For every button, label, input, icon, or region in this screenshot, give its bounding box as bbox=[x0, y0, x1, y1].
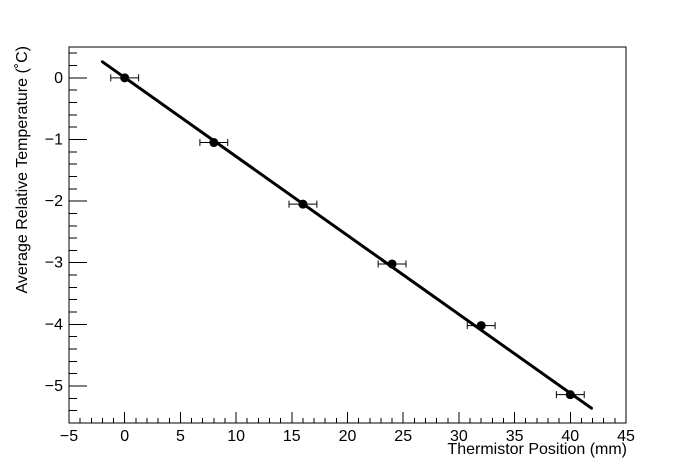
x-tick-label: 15 bbox=[283, 428, 301, 445]
y-tick-label: −1 bbox=[45, 131, 63, 148]
data-point-marker bbox=[298, 199, 308, 209]
data-point-marker bbox=[476, 321, 486, 331]
y-tick-label: 0 bbox=[54, 70, 63, 87]
data-point-marker bbox=[209, 138, 219, 148]
y-tick-label: −4 bbox=[45, 316, 63, 333]
x-tick-label: 40 bbox=[561, 428, 579, 445]
x-tick-label: 25 bbox=[394, 428, 412, 445]
x-tick-label: 0 bbox=[120, 428, 129, 445]
x-tick-label: 45 bbox=[617, 428, 635, 445]
data-point-marker bbox=[120, 73, 130, 83]
y-axis-title: Average Relative Temperature (˚C) bbox=[14, 46, 31, 294]
x-tick-label: 10 bbox=[227, 428, 245, 445]
x-axis-title: Thermistor Position (mm) bbox=[447, 441, 627, 458]
data-point-marker bbox=[387, 259, 397, 269]
linear-fit-line bbox=[100, 60, 593, 410]
x-tick-label: 5 bbox=[176, 428, 185, 445]
y-tick-label: −2 bbox=[45, 193, 63, 210]
x-tick-label: 20 bbox=[339, 428, 357, 445]
x-tick-label: −5 bbox=[60, 428, 78, 445]
x-tick-label: 35 bbox=[506, 428, 524, 445]
x-tick-label: 30 bbox=[450, 428, 468, 445]
y-tick-label: −5 bbox=[45, 378, 63, 395]
y-tick-label: −3 bbox=[45, 255, 63, 272]
data-point-marker bbox=[565, 390, 575, 400]
